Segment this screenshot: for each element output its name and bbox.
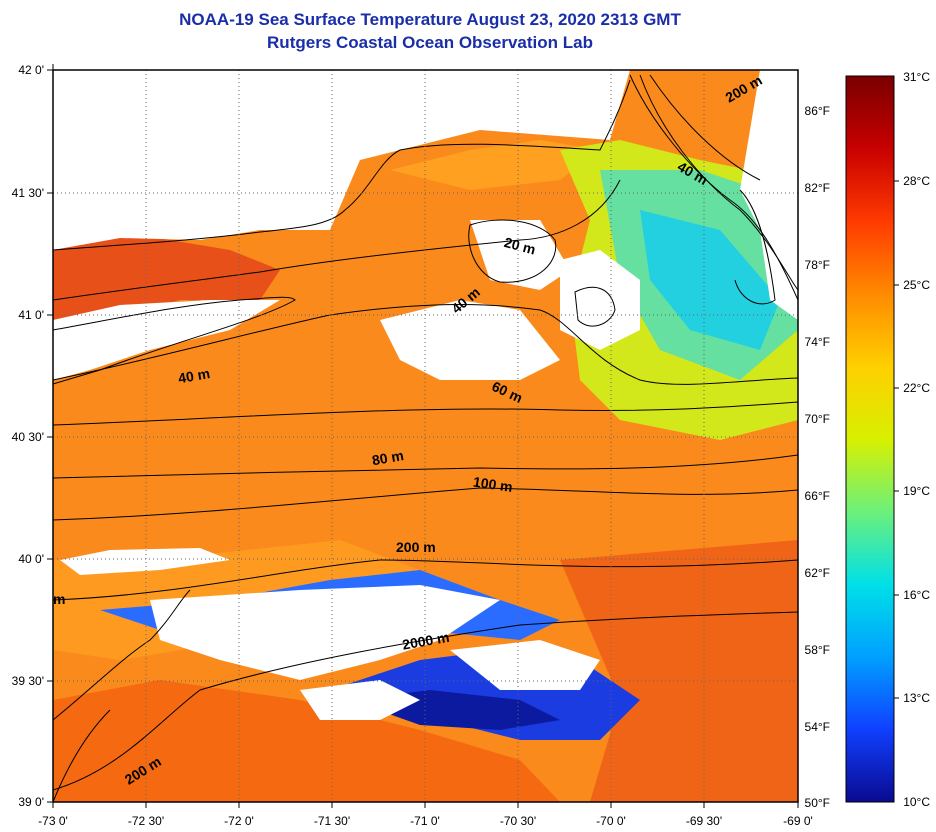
lat-label-39: 39 0' (18, 795, 44, 809)
map-title: NOAA-19 Sea Surface Temperature August 2… (179, 10, 681, 29)
cloud-mask-4 (380, 300, 560, 380)
coastline-cape-cod (734, 189, 776, 305)
isobath-80m (53, 454, 798, 479)
isobath-contours (53, 74, 798, 802)
fahrenheit-label-66: 66°F (805, 489, 830, 503)
isobath-north-3 (649, 74, 761, 181)
colorbar (845, 75, 895, 803)
land-mask-new-england (53, 70, 630, 250)
isobath-label-m-edge: m (53, 591, 65, 607)
lon-label-73: -73 0' (38, 814, 68, 828)
isobath-north-2 (639, 74, 798, 291)
coastline-nantucket (574, 287, 616, 327)
lat-label-40: 40 0' (18, 552, 44, 566)
lon-label-72: -72 0' (224, 814, 254, 828)
lat-label-39-30: 39 30' (12, 674, 44, 688)
map-subtitle: Rutgers Coastal Ocean Observation Lab (267, 33, 593, 52)
celsius-label-31: 31°C (903, 70, 930, 84)
lat-label-40-30: 40 30' (12, 430, 44, 444)
lon-label-72-30: -72 30' (128, 814, 164, 828)
long-island-warm (53, 235, 280, 330)
isobath-40m (53, 304, 798, 385)
isobath-60m (53, 401, 798, 426)
isobath-100m (53, 487, 798, 521)
fahrenheit-label-54: 54°F (805, 720, 830, 734)
celsius-label-13: 13°C (903, 691, 930, 705)
lon-label-70-30: -70 30' (500, 814, 536, 828)
coastline (53, 79, 776, 385)
land-mask-cape-cod (740, 70, 798, 320)
isobath-southwest-2 (53, 709, 111, 802)
isobath-label-80m: 80 m (371, 447, 405, 468)
graticule (53, 70, 798, 802)
fahrenheit-label-74: 74°F (805, 335, 830, 349)
frame-ticks (47, 64, 799, 808)
lat-label-42: 42 0' (18, 63, 44, 77)
land-mask-marthas-vineyard (470, 220, 570, 290)
fahrenheit-label-78: 78°F (805, 258, 830, 272)
cloud-mask-2 (150, 585, 500, 680)
cloud-mask-5 (450, 640, 600, 690)
fahrenheit-label-58: 58°F (805, 643, 830, 657)
celsius-label-22: 22°C (903, 381, 930, 395)
coastline-mainland (53, 79, 631, 251)
isobath-label-100m: 100 m (472, 474, 514, 495)
isobath-label-20m: 20 m (502, 234, 537, 258)
southern-warm-patch (53, 680, 560, 802)
celsius-label-16: 16°C (903, 588, 930, 602)
colorbar-ticks (894, 180, 899, 699)
lat-label-41-30: 41 30' (12, 186, 44, 200)
coastline-long-island (53, 296, 296, 385)
cloud-mask-3 (300, 680, 420, 720)
lon-label-69-30: -69 30' (686, 814, 722, 828)
lat-label-41: 41 0' (18, 308, 44, 322)
celsius-label-28: 28°C (903, 174, 930, 188)
lon-label-71: -71 0' (410, 814, 440, 828)
cloud-mask-1 (60, 548, 230, 575)
celsius-label-25: 25°C (903, 278, 930, 292)
lon-label-71-30: -71 30' (314, 814, 350, 828)
isobath-20m (53, 179, 621, 301)
isobath-2000m (53, 611, 798, 791)
fahrenheit-label-82: 82°F (805, 181, 830, 195)
coastline-marthas-vineyard (468, 219, 557, 283)
fahrenheit-label-70: 70°F (805, 412, 830, 426)
celsius-label-10: 10°C (903, 795, 930, 809)
isobath-label-200m-center: 200 m (396, 539, 436, 555)
shelf-warm-patch (390, 140, 600, 190)
isobath-200m (53, 559, 798, 601)
fahrenheit-label-62: 62°F (805, 566, 830, 580)
sst-field (53, 70, 798, 802)
southeast-warm-patch (560, 540, 798, 802)
fahrenheit-label-86: 86°F (805, 104, 830, 118)
isobath-label-40m-west: 40 m (177, 365, 211, 386)
lon-label-69: -69 0' (783, 814, 813, 828)
fahrenheit-label-50: 50°F (805, 796, 830, 810)
lon-label-70: -70 0' (596, 814, 626, 828)
celsius-label-19: 19°C (903, 484, 930, 498)
